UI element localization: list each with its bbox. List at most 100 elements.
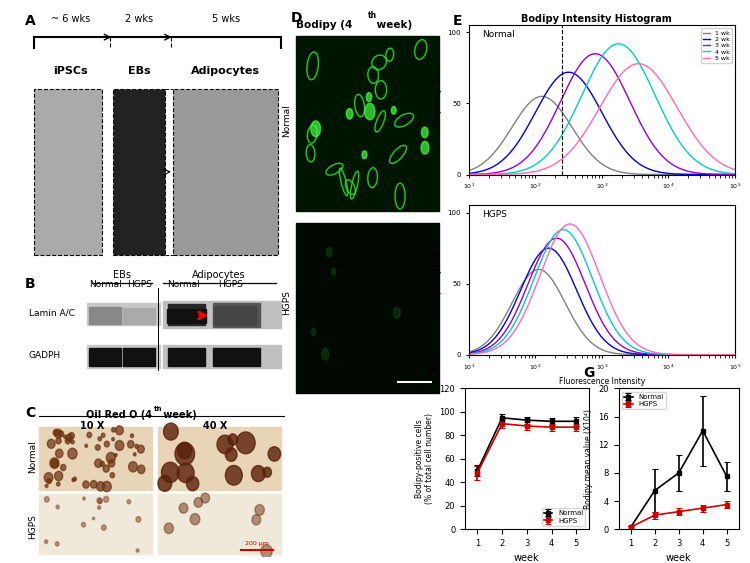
Text: Bodipy Intensity Histogram: Bodipy Intensity Histogram bbox=[520, 14, 672, 24]
Circle shape bbox=[66, 434, 72, 441]
Text: week): week) bbox=[374, 20, 413, 30]
Bar bbox=[168, 348, 205, 367]
Text: HGPS: HGPS bbox=[127, 280, 152, 289]
Circle shape bbox=[177, 463, 194, 482]
Circle shape bbox=[161, 462, 179, 482]
Circle shape bbox=[201, 493, 209, 503]
Bar bbox=[123, 348, 154, 367]
Circle shape bbox=[71, 440, 74, 444]
Circle shape bbox=[130, 434, 134, 437]
Bar bbox=[214, 306, 256, 325]
Circle shape bbox=[92, 517, 94, 520]
Circle shape bbox=[136, 517, 141, 522]
Circle shape bbox=[56, 437, 62, 444]
Bar bbox=[296, 224, 439, 393]
Legend: 1 wk, 2 wk, 3 wk, 4 wk, 5 wk: 1 wk, 2 wk, 3 wk, 4 wk, 5 wk bbox=[700, 29, 732, 63]
Text: 2 wks: 2 wks bbox=[125, 14, 153, 24]
Text: Normal: Normal bbox=[28, 441, 38, 473]
Circle shape bbox=[50, 458, 59, 468]
Circle shape bbox=[158, 475, 172, 491]
Circle shape bbox=[115, 454, 117, 457]
Circle shape bbox=[366, 93, 372, 102]
Circle shape bbox=[362, 151, 367, 159]
Circle shape bbox=[112, 428, 116, 432]
Text: 40 X: 40 X bbox=[203, 421, 227, 431]
Circle shape bbox=[44, 540, 48, 543]
Circle shape bbox=[56, 449, 63, 458]
Circle shape bbox=[311, 328, 316, 336]
Circle shape bbox=[251, 466, 266, 481]
Bar bbox=[86, 303, 160, 325]
Circle shape bbox=[94, 459, 102, 467]
Circle shape bbox=[53, 430, 59, 436]
Text: GADPH: GADPH bbox=[29, 351, 61, 360]
Circle shape bbox=[392, 106, 396, 114]
Circle shape bbox=[134, 453, 136, 456]
Y-axis label: Frequency (%): Frequency (%) bbox=[433, 253, 442, 307]
Circle shape bbox=[104, 441, 110, 447]
Circle shape bbox=[82, 497, 86, 500]
Circle shape bbox=[228, 434, 238, 445]
Text: week): week) bbox=[160, 410, 196, 420]
Circle shape bbox=[175, 443, 194, 465]
FancyBboxPatch shape bbox=[112, 89, 165, 254]
Text: th: th bbox=[368, 11, 377, 20]
Text: Oil Red O (4: Oil Red O (4 bbox=[86, 410, 152, 420]
Circle shape bbox=[217, 435, 233, 454]
Legend: Normal, HGPS: Normal, HGPS bbox=[622, 392, 665, 409]
Text: Bodipy (4: Bodipy (4 bbox=[296, 20, 352, 30]
Circle shape bbox=[98, 437, 101, 441]
Circle shape bbox=[262, 467, 272, 477]
Circle shape bbox=[82, 481, 89, 488]
Circle shape bbox=[364, 103, 375, 120]
Text: HGPS: HGPS bbox=[482, 211, 507, 220]
Circle shape bbox=[101, 433, 105, 437]
Bar bbox=[213, 303, 260, 327]
Text: G: G bbox=[583, 366, 594, 380]
Text: B: B bbox=[25, 277, 35, 291]
Bar bbox=[296, 35, 439, 211]
Bar bbox=[39, 494, 152, 555]
Circle shape bbox=[252, 515, 261, 525]
Circle shape bbox=[421, 141, 429, 154]
Text: HGPS: HGPS bbox=[28, 515, 38, 539]
Circle shape bbox=[64, 435, 67, 439]
Circle shape bbox=[44, 497, 49, 502]
Circle shape bbox=[47, 439, 55, 448]
Circle shape bbox=[164, 423, 178, 440]
Circle shape bbox=[322, 348, 328, 360]
Circle shape bbox=[332, 268, 336, 275]
Bar bbox=[86, 345, 160, 368]
Circle shape bbox=[68, 448, 77, 459]
Circle shape bbox=[310, 121, 320, 137]
Text: th: th bbox=[154, 406, 162, 412]
Circle shape bbox=[101, 525, 106, 530]
Text: C: C bbox=[25, 406, 35, 420]
Circle shape bbox=[110, 473, 115, 478]
Circle shape bbox=[103, 465, 110, 472]
Circle shape bbox=[69, 432, 74, 439]
Circle shape bbox=[137, 465, 145, 473]
Bar bbox=[168, 305, 205, 325]
Circle shape bbox=[97, 482, 105, 491]
X-axis label: week: week bbox=[666, 553, 692, 563]
Circle shape bbox=[56, 505, 59, 509]
X-axis label: Fluorescence Intensity: Fluorescence Intensity bbox=[559, 377, 645, 386]
Circle shape bbox=[116, 440, 124, 450]
Circle shape bbox=[236, 432, 255, 454]
Circle shape bbox=[45, 484, 48, 488]
Text: Normal: Normal bbox=[167, 280, 200, 289]
Circle shape bbox=[112, 437, 115, 441]
Text: EBs: EBs bbox=[113, 270, 131, 280]
Text: Normal: Normal bbox=[482, 30, 514, 39]
Circle shape bbox=[255, 504, 264, 515]
Text: ~ 6 wks: ~ 6 wks bbox=[51, 14, 91, 24]
Circle shape bbox=[102, 481, 111, 491]
Text: EBs: EBs bbox=[128, 66, 151, 76]
Circle shape bbox=[87, 432, 92, 437]
Circle shape bbox=[98, 499, 102, 503]
Circle shape bbox=[74, 477, 76, 481]
Circle shape bbox=[72, 479, 75, 481]
Circle shape bbox=[128, 462, 137, 472]
Circle shape bbox=[58, 431, 64, 437]
